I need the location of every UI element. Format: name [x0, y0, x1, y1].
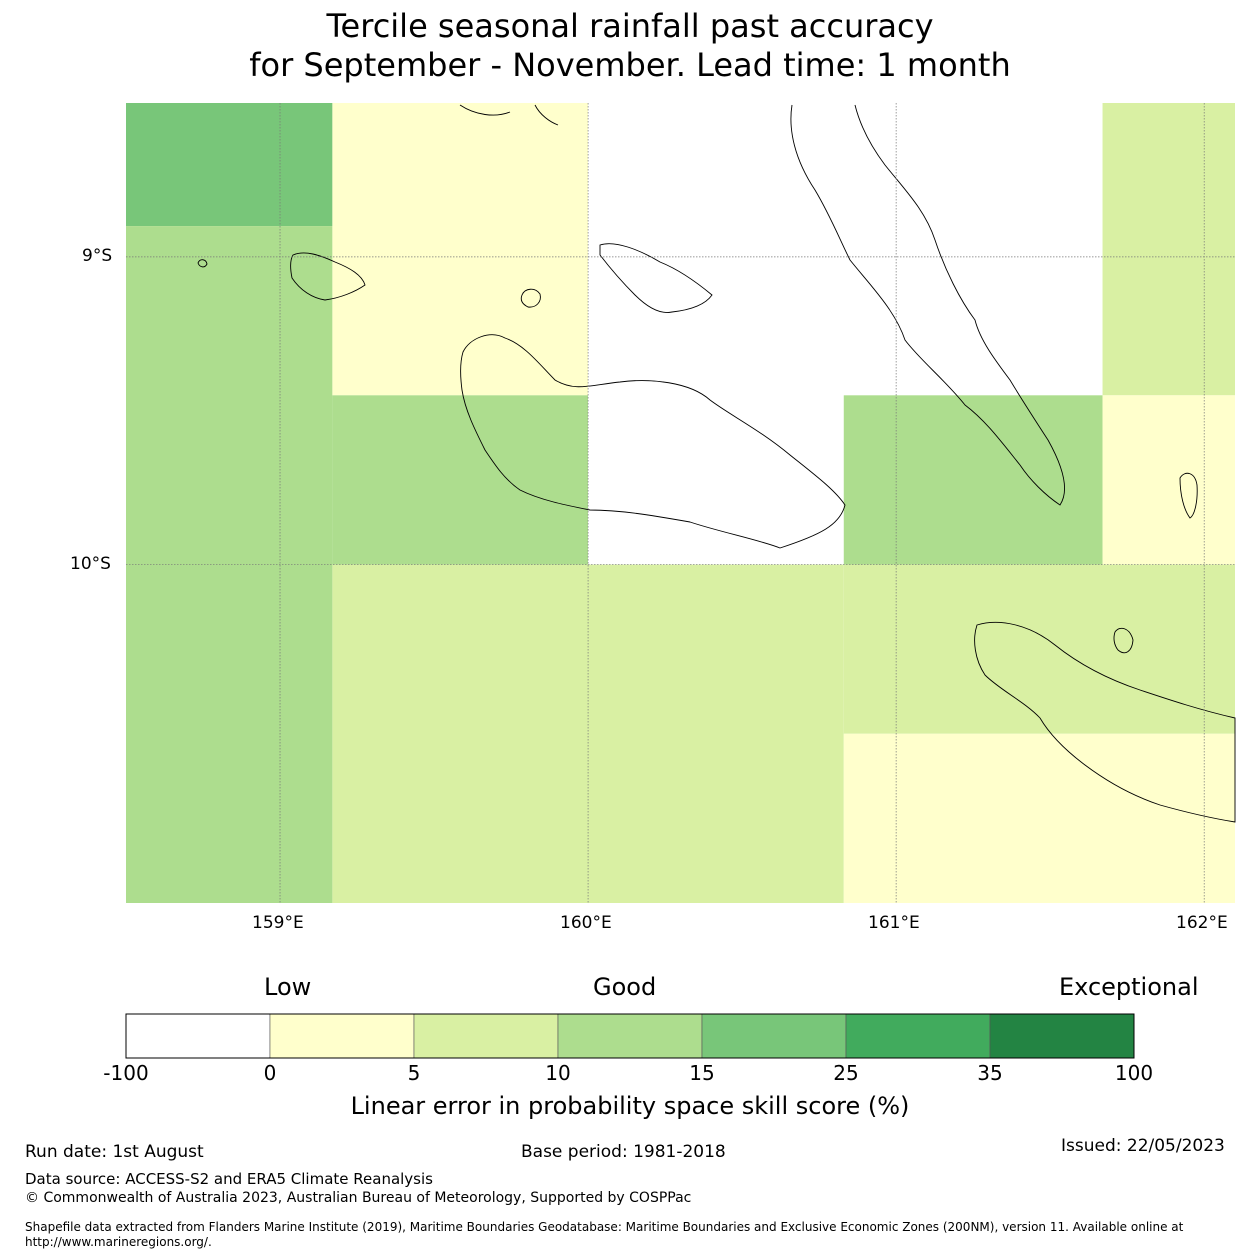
grid-cell-10	[843, 564, 1235, 734]
grid-cell-7	[1102, 103, 1235, 396]
lat-label-9s: 9°S	[82, 246, 113, 266]
coastline	[197, 104, 1236, 823]
colorbar-segment-5	[845, 1013, 991, 1059]
run-date: Run date: 1st August	[25, 1142, 204, 1162]
map-title-line-1: Tercile seasonal rainfall past accuracy	[326, 7, 934, 45]
colorbar-tick-4: 15	[689, 1061, 715, 1085]
grid-cell-6	[843, 395, 1103, 565]
colorbar-segment-2	[413, 1013, 559, 1059]
colorbar-tick-0: -100	[103, 1061, 149, 1085]
graticule	[126, 103, 1235, 903]
colorbar-title: Linear error in probability space skill …	[350, 1092, 910, 1120]
map-title-line-2: for September - November. Lead time: 1 m…	[249, 46, 1011, 84]
coastline-san-cristobal	[974, 622, 1236, 823]
data-source: Data source: ACCESS-S2 and ERA5 Climate …	[25, 1170, 433, 1188]
coastline-savo-island	[520, 288, 541, 308]
coastline-west-islet	[197, 259, 208, 268]
lon-label-160e: 160°E	[560, 913, 612, 933]
copyright: © Commonwealth of Australia 2023, Austra…	[25, 1190, 692, 1206]
colorbar-category-exceptional: Exceptional	[1059, 973, 1199, 1001]
grid-cell-3	[332, 395, 589, 565]
colorbar	[125, 1013, 1135, 1059]
colorbar-category-good: Good	[593, 973, 657, 1001]
lon-label-162e: 162°E	[1176, 913, 1228, 933]
colorbar-tick-6: 35	[977, 1061, 1003, 1085]
grid-cell-0	[126, 103, 333, 227]
colorbar-segment-6	[989, 1013, 1135, 1059]
colorbar-tick-1: 0	[263, 1061, 277, 1085]
base-period: Base period: 1981-2018	[521, 1142, 726, 1162]
coastline-guadalcanal	[460, 334, 846, 549]
shapefile-note: Shapefile data extracted from Flanders M…	[25, 1220, 1184, 1249]
colorbar-tick-2: 5	[407, 1061, 421, 1085]
grid-cell-11	[843, 733, 1235, 903]
lon-label-161e: 161°E	[868, 913, 920, 933]
colorbar-tick-3: 10	[545, 1061, 571, 1085]
coastline-malaita	[790, 104, 1065, 506]
colorbar-segment-3	[557, 1013, 703, 1059]
colorbar-segment-1	[269, 1013, 415, 1059]
coastline-ulawa-island	[1179, 472, 1198, 519]
colorbar-segment-4	[701, 1013, 847, 1059]
lon-label-159e: 159°E	[252, 913, 304, 933]
colorbar-segment-0	[125, 1013, 271, 1059]
skill-grid-cells	[126, 103, 1235, 904]
issued-date: Issued: 22/05/2023	[1061, 1136, 1225, 1156]
grid-cell-8	[1102, 395, 1235, 565]
coastline-north-islets	[459, 104, 559, 126]
coastline-florida-islands	[599, 243, 713, 313]
lat-label-10s: 10°S	[70, 554, 111, 574]
coastline-russell-islands	[290, 252, 366, 301]
grid-cell-5	[843, 103, 1103, 396]
colorbar-category-low: Low	[264, 973, 312, 1001]
colorbar-tick-5: 25	[833, 1061, 859, 1085]
grid-cell-2	[332, 103, 589, 396]
grid-cell-4	[588, 103, 844, 565]
colorbar-tick-7: 100	[1114, 1061, 1154, 1085]
colorbar-outline	[125, 1013, 1135, 1059]
coastline-small-island	[1113, 627, 1134, 654]
